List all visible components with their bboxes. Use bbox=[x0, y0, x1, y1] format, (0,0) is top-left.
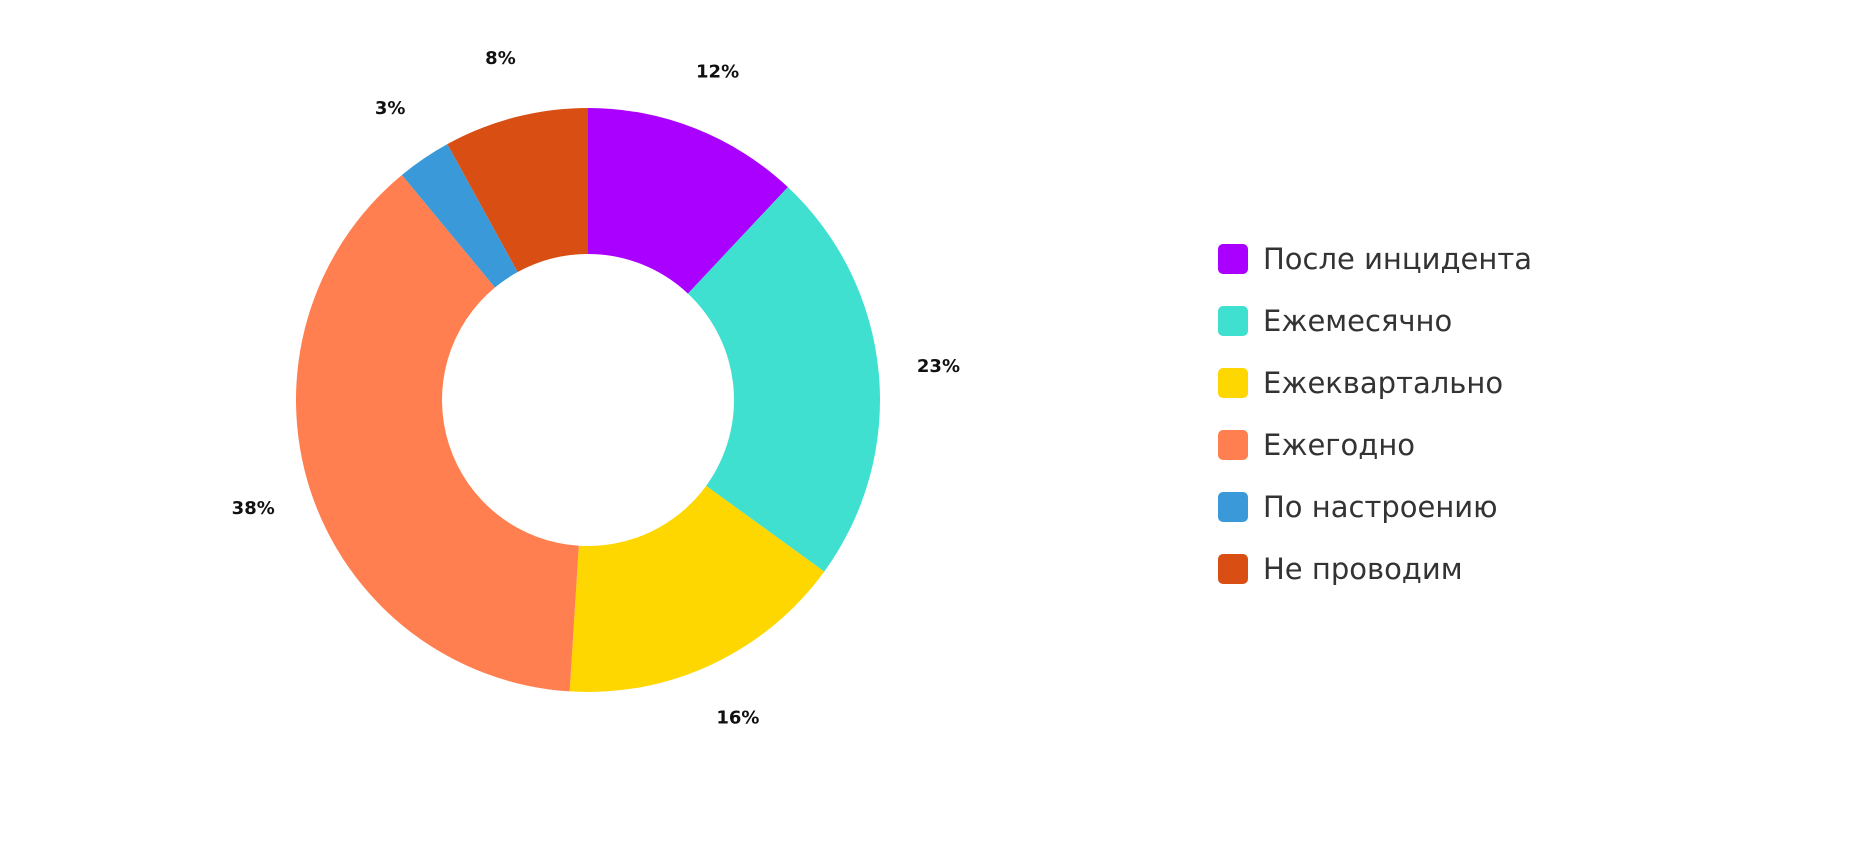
slice-3 bbox=[569, 485, 825, 692]
legend-label: Ежегодно bbox=[1263, 428, 1416, 462]
legend-swatch bbox=[1218, 430, 1248, 460]
legend-swatch bbox=[1218, 368, 1248, 398]
legend-label: Ежеквартально bbox=[1263, 366, 1504, 400]
legend-item-5: По настроению bbox=[1218, 476, 1532, 538]
donut-slices bbox=[295, 108, 880, 692]
legend-label: По настроению bbox=[1263, 490, 1498, 524]
legend-item-1: После инцидента bbox=[1218, 228, 1532, 290]
legend-item-4: Ежегодно bbox=[1218, 414, 1532, 476]
slice-label-6: 8% bbox=[485, 48, 516, 69]
legend-swatch bbox=[1218, 492, 1248, 522]
legend-item-3: Ежеквартально bbox=[1218, 352, 1532, 414]
legend-label: Не проводим bbox=[1263, 552, 1463, 586]
slice-label-4: 38% bbox=[232, 498, 275, 519]
slice-6 bbox=[447, 108, 588, 273]
legend-swatch bbox=[1218, 306, 1248, 336]
legend-swatch bbox=[1218, 244, 1248, 274]
legend-label: После инцидента bbox=[1263, 242, 1533, 276]
slice-4 bbox=[295, 175, 579, 692]
legend-swatch bbox=[1218, 554, 1248, 584]
slice-label-1: 12% bbox=[696, 62, 739, 83]
slice-5 bbox=[401, 144, 518, 288]
slice-2 bbox=[687, 187, 880, 572]
legend-label: Ежемесячно bbox=[1263, 304, 1453, 338]
slice-label-3: 16% bbox=[716, 707, 759, 728]
legend-item-2: Ежемесячно bbox=[1218, 290, 1532, 352]
donut-percent-labels: 12% 23% 16% 38% 3% 8% bbox=[232, 48, 960, 728]
slice-label-5: 3% bbox=[375, 98, 406, 119]
chart-legend: После инцидента Ежемесячно Ежеквартально Еж… bbox=[1218, 228, 1532, 600]
slice-1 bbox=[588, 108, 788, 294]
legend-item-6: Не проводим bbox=[1218, 538, 1532, 600]
slice-label-2: 23% bbox=[917, 356, 960, 377]
